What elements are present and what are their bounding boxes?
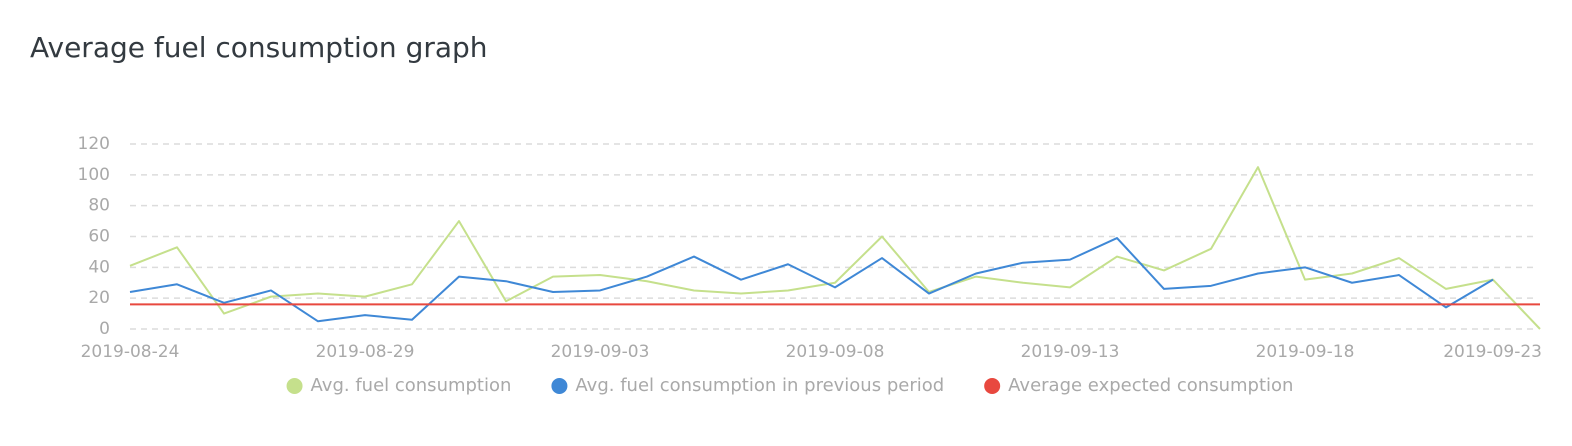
y-tick-label: 100	[78, 165, 110, 185]
legend-marker	[551, 378, 568, 394]
legend-label: Avg. fuel consumption	[311, 375, 512, 396]
y-tick-label: 80	[88, 196, 110, 216]
y-tick-label: 40	[88, 257, 110, 277]
x-tick-label: 2019-09-08	[786, 342, 885, 362]
legend-marker	[984, 378, 1001, 394]
series-line	[129, 166, 1541, 330]
legend-label: Average expected consumption	[1008, 375, 1293, 396]
x-tick-label: 2019-08-29	[316, 342, 415, 362]
y-tick-label: 120	[78, 134, 110, 154]
y-tick-label: 60	[88, 227, 110, 247]
x-tick-label: 2019-09-03	[551, 342, 650, 362]
chart-title: Average fuel consumption graph	[30, 31, 488, 64]
x-tick-label: 2019-09-23	[1443, 342, 1542, 362]
series-line	[129, 237, 1494, 323]
x-tick-label: 2019-09-18	[1256, 342, 1355, 362]
legend-label: Avg. fuel consumption in previous period	[575, 375, 944, 396]
legend-marker	[286, 378, 303, 394]
y-tick-label: 20	[88, 288, 110, 308]
x-tick-label: 2019-09-13	[1021, 342, 1120, 362]
y-tick-label: 0	[99, 319, 110, 339]
x-tick-label: 2019-08-24	[81, 342, 180, 362]
